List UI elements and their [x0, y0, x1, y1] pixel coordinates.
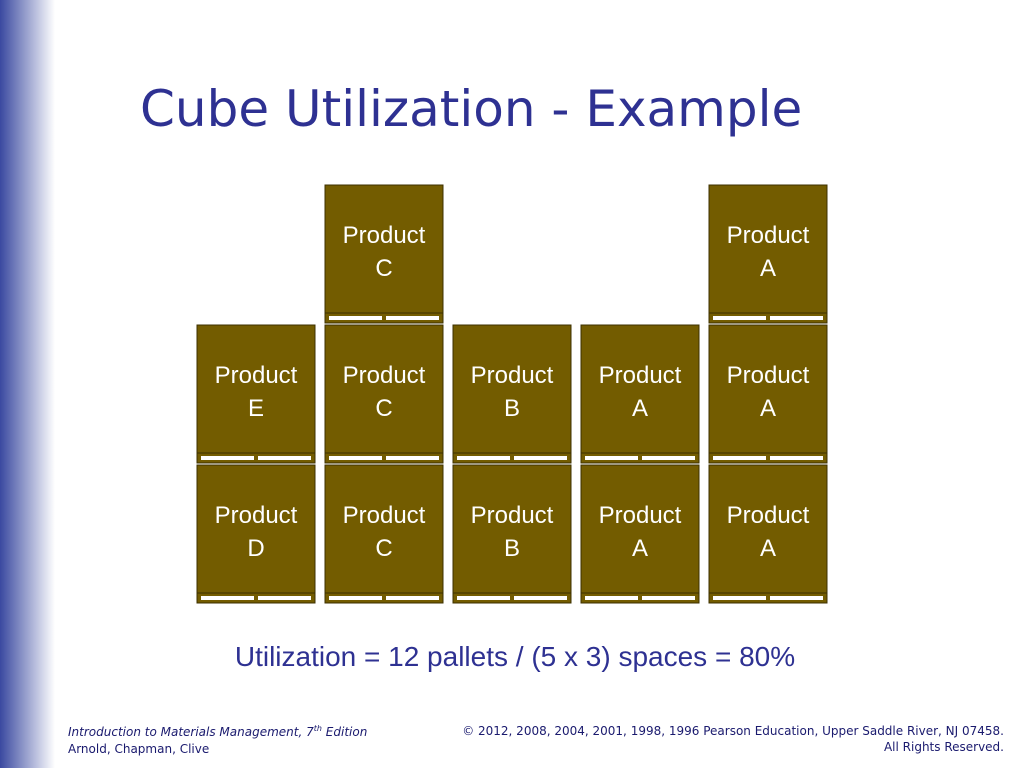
product-box	[324, 464, 444, 594]
slat	[514, 456, 567, 460]
pallet-base	[196, 452, 316, 464]
slat	[386, 316, 439, 320]
slat	[258, 596, 311, 600]
pallet-base	[324, 452, 444, 464]
slat	[329, 596, 382, 600]
pallet: Product A	[708, 464, 828, 604]
product-box	[196, 324, 316, 454]
pallet: Product B	[452, 324, 572, 464]
pallet: Product A	[708, 184, 828, 324]
pallet-base	[708, 592, 828, 604]
product-label: Product	[727, 222, 810, 249]
edition: Edition	[322, 725, 367, 739]
slat	[386, 596, 439, 600]
footer-rights: All Rights Reserved.	[884, 740, 1004, 754]
footer-copyright: © 2012, 2008, 2004, 2001, 1998, 1996 Pea…	[462, 724, 1004, 738]
slat	[201, 596, 254, 600]
pallet-base	[196, 592, 316, 604]
product-box	[708, 324, 828, 454]
product-label: Product	[471, 362, 554, 389]
slat	[713, 316, 766, 320]
footer-book: Introduction to Materials Management, 7t…	[68, 724, 367, 739]
product-label: Product	[343, 362, 426, 389]
product-label: Product	[215, 362, 298, 389]
slat	[642, 596, 695, 600]
slat	[585, 596, 638, 600]
slat	[770, 456, 823, 460]
pallet: Product C	[324, 324, 444, 464]
slat	[770, 316, 823, 320]
product-label: A	[632, 535, 648, 562]
pallet: Product D	[196, 464, 316, 604]
product-label: Product	[599, 362, 682, 389]
product-label: B	[504, 535, 520, 562]
pallet: Product A	[580, 324, 700, 464]
slat	[585, 456, 638, 460]
product-box	[452, 464, 572, 594]
formula: Utilization = 12 pallets / (5 x 3) space…	[235, 641, 795, 672]
product-label: A	[760, 395, 776, 422]
pallet-base	[708, 312, 828, 324]
footer-authors: Arnold, Chapman, Clive	[68, 742, 209, 756]
pallet-base	[708, 452, 828, 464]
product-box	[452, 324, 572, 454]
product-box	[580, 464, 700, 594]
product-label: C	[375, 395, 392, 422]
product-box	[324, 184, 444, 314]
slat	[713, 596, 766, 600]
slat	[201, 456, 254, 460]
slat	[329, 316, 382, 320]
product-label: Product	[215, 502, 298, 529]
product-box	[708, 464, 828, 594]
product-label: A	[760, 255, 776, 282]
pallet: Product B	[452, 464, 572, 604]
product-label: Product	[471, 502, 554, 529]
product-label: Product	[599, 502, 682, 529]
slat	[258, 456, 311, 460]
product-label: Product	[343, 502, 426, 529]
product-label: Product	[727, 502, 810, 529]
pallet-base	[324, 592, 444, 604]
pallet: Product A	[580, 464, 700, 604]
product-label: Product	[343, 222, 426, 249]
sup: th	[314, 724, 322, 733]
pallet-base	[580, 592, 700, 604]
slat	[514, 596, 567, 600]
slat	[329, 456, 382, 460]
slat	[457, 456, 510, 460]
slat	[642, 456, 695, 460]
slat	[386, 456, 439, 460]
product-box	[324, 324, 444, 454]
pallet-base	[580, 452, 700, 464]
pallet-base	[324, 312, 444, 324]
pallet: Product E	[196, 324, 316, 464]
product-label: Product	[727, 362, 810, 389]
slat	[457, 596, 510, 600]
pallet: Product C	[324, 464, 444, 604]
product-label: A	[760, 535, 776, 562]
product-label: D	[247, 535, 264, 562]
side-bar	[0, 0, 55, 768]
pallet-base	[452, 452, 572, 464]
slat	[770, 596, 823, 600]
slide-title: Cube Utilization - Example	[140, 80, 802, 138]
product-label: B	[504, 395, 520, 422]
product-box	[196, 464, 316, 594]
book: Introduction to Materials Management, 7	[68, 725, 314, 739]
product-box	[708, 184, 828, 314]
product-label: C	[375, 535, 392, 562]
product-label: A	[632, 395, 648, 422]
product-box	[580, 324, 700, 454]
pallets: Product D Product E Product C Product C Product C…	[196, 184, 828, 604]
pallet: Product A	[708, 324, 828, 464]
slat	[713, 456, 766, 460]
product-label: C	[375, 255, 392, 282]
product-label: E	[248, 395, 264, 422]
pallet: Product C	[324, 184, 444, 324]
pallet-base	[452, 592, 572, 604]
